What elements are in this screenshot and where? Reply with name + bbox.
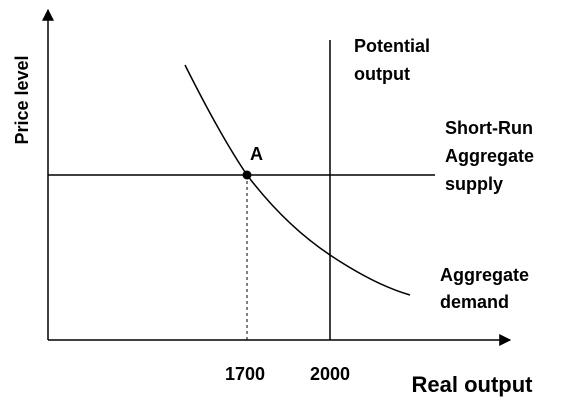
ad-label: Aggregate (440, 265, 529, 285)
point-a (242, 170, 252, 180)
sras-label: Aggregate (445, 146, 534, 166)
potential-output-label: output (354, 64, 410, 84)
point-label: A (250, 144, 263, 164)
y-axis-label: Price level (12, 55, 32, 144)
x-mark-label: 1700 (225, 364, 265, 384)
potential-output-label: Potential (354, 36, 430, 56)
ad-label: demand (440, 292, 509, 312)
sras-label: Short-Run (445, 118, 533, 138)
x-mark-label: 2000 (310, 364, 350, 384)
aggregate-demand-curve (184, 64, 411, 296)
x-axis-label: Real output (412, 372, 534, 397)
sras-label: supply (445, 174, 503, 194)
